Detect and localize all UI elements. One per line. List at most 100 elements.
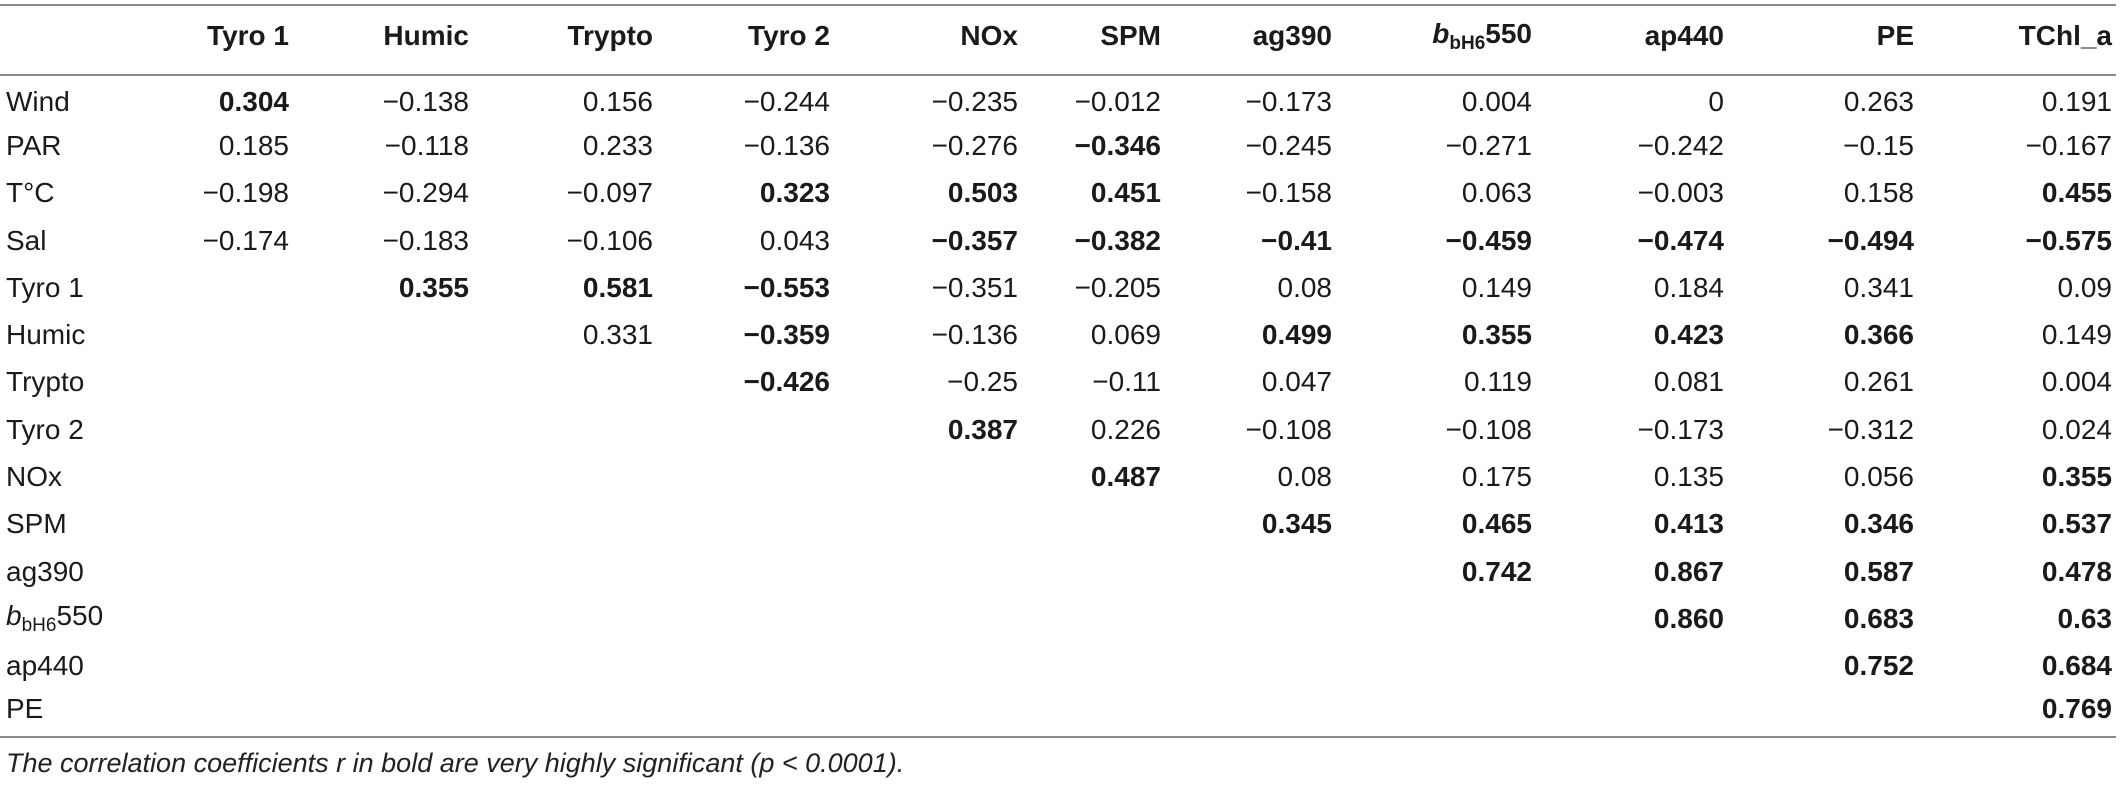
column-header-tchl-a: TChl_a [1918,4,2116,76]
row-header-tyro-2: Tyro 2 [0,406,200,453]
table-cell [1022,643,1165,690]
table-cell: 0.867 [1653,555,1724,587]
label-suffix: 550 [56,600,104,632]
table-cell: 0.119 [1464,366,1532,398]
table-cell [1022,501,1165,548]
row-header-tyro-1: Tyro 1 [0,264,200,311]
table-cell: 0.487 [1090,461,1161,493]
table-cell: −0.553 [743,271,830,303]
table-cell: −0.575 [2025,224,2112,256]
label-main: Humic [6,319,86,351]
row-header-spm: SPM [0,501,200,548]
table-cell: −0.003 [1637,177,1724,209]
column-header-nox: NOx [834,4,1022,76]
label-main: Sal [6,224,47,256]
table-cell: 0.043 [759,224,830,256]
table-cell: −0.359 [743,319,830,351]
row-header-wind: Wind [0,75,200,122]
table-cell [473,689,657,739]
table-cell: 0.149 [1461,271,1532,303]
table-row: Tyro 1 0.355 0.581 −0.553 −0.351 −0.205 0.08 0.… [0,264,2116,311]
table-cell: 0.587 [1843,555,1914,587]
table-cell: 0.465 [1461,508,1532,540]
column-header-humic: Humic [293,4,473,76]
column-header-tyro-2: Tyro 2 [657,4,834,76]
table-cell: 0.355 [2041,461,2112,493]
table-cell: 0.263 [1843,86,1914,118]
table-cell: 0.09 [2057,271,2113,303]
table-cell [657,406,834,453]
label-main: SPM [6,508,67,540]
label-suffix: 550 [1485,17,1532,49]
label-main: ap440 [6,650,84,682]
correlation-table: Tyro 1 Humic Trypto Tyro 2 NOx SPM ag390 bbH655… [0,4,2116,739]
table-cell: −0.351 [931,271,1018,303]
table-cell: 0.63 [2057,602,2113,634]
table-cell [473,595,657,642]
label-main: Tyro 2 [6,413,84,445]
table-cell [1165,548,1336,595]
table-cell: −0.25 [947,366,1018,398]
table-cell: −0.235 [931,86,1018,118]
table-cell [1165,595,1336,642]
label-main: Tyro 1 [207,20,289,51]
table-cell [473,359,657,406]
table-row: NOx 0.487 0.08 0.175 0.135 0.056 0.355 [0,453,2116,500]
table-cell: −0.106 [566,224,653,256]
table-cell: 0.346 [1843,508,1914,540]
label-main: Wind [6,86,70,118]
column-header-trypto: Trypto [473,4,657,76]
table-cell [473,453,657,500]
table-cell: −0.136 [743,129,830,161]
table-cell: 0.331 [582,319,653,351]
table-cell [1536,689,1728,739]
table-cell [200,406,293,453]
table-cell: 0.226 [1090,413,1161,445]
table-cell: 0.261 [1843,366,1914,398]
table-cell: −0.382 [1074,224,1161,256]
table-cell: 0.341 [1843,271,1914,303]
table-cell: 0.537 [2041,508,2112,540]
table-cell: 0.156 [582,86,653,118]
table-cell: 0.752 [1843,650,1914,682]
table-cell: 0.366 [1843,319,1914,351]
table-cell: 0.056 [1843,461,1914,493]
row-header-ag390: ag390 [0,548,200,595]
table-cell: 0.08 [1277,461,1333,493]
label-main: TChl_a [2018,20,2112,51]
table-cell [293,689,473,739]
table-cell: −0.244 [743,86,830,118]
table-row: Sal −0.174 −0.183 −0.106 0.043 −0.357 −0.382 −0… [0,217,2116,264]
table-cell [657,643,834,690]
table-cell: 0.345 [1261,508,1332,540]
label-main: Humic [383,20,469,51]
label-main: Tyro 1 [6,271,84,303]
table-cell [1728,689,1918,739]
table-cell [200,264,293,311]
row-header-ap440: ap440 [0,643,200,690]
label-main: b [6,600,22,632]
table-cell [200,548,293,595]
table-cell [293,595,473,642]
table-cell: 0.581 [582,271,653,303]
row-header-sal: Sal [0,217,200,264]
table-cell [293,406,473,453]
table-cell: −0.174 [202,224,289,256]
table-cell: 0 [1708,86,1724,118]
table-cell: −0.097 [566,177,653,209]
table-body: Wind 0.304 −0.138 0.156 −0.244 −0.235 −0.012 −0… [0,75,2116,739]
table-cell [1165,689,1336,739]
table-cell: −0.276 [931,129,1018,161]
table-cell [293,453,473,500]
table-cell [657,501,834,548]
label-main: ag390 [6,555,84,587]
table-cell: −0.474 [1637,224,1724,256]
column-header-spm: SPM [1022,4,1165,76]
row-header-humic: Humic [0,311,200,358]
table-row: PE 0.769 [0,689,2116,739]
table-cell: 0.175 [1461,461,1532,493]
table-cell: 0.004 [1461,86,1532,118]
table-cell: 0.233 [582,129,653,161]
label-main: T°C [6,177,55,209]
table-cell: 0.047 [1261,366,1332,398]
